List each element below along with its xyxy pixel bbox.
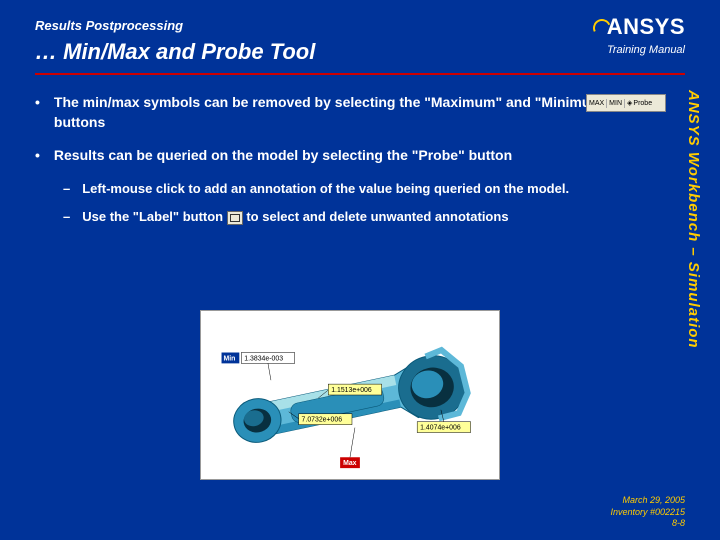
min-button[interactable]: MIN [607,99,625,108]
max-tag: Max [343,460,357,467]
sub-bullet-1: Left-mouse click to add an annotation of… [82,180,569,198]
min-tag: Min [224,355,236,362]
toolbar-image: MAX MIN ◈Probe [586,94,666,112]
logo-text: ANSYS [593,14,685,40]
footer-inventory: Inventory #002215 [610,507,685,519]
bullet-mark: • [35,146,40,166]
min-value: 1.3834e-003 [244,355,283,362]
sidebar-text: ANSYS Workbench – Simulation [685,90,702,460]
bullet-1: The min/max symbols can be removed by se… [54,93,660,132]
annot-4: 1.4074e+006 [420,425,461,432]
logo-subtitle: Training Manual [593,44,685,56]
sub-bullet-mark: – [63,208,70,226]
label-icon [227,211,243,225]
probe-button[interactable]: ◈Probe [625,98,654,108]
model-figure: Min 1.3834e-003 1.1513e+006 7.0732e+006 … [200,310,500,480]
footer: March 29, 2005 Inventory #002215 8-8 [610,495,685,530]
logo-block: ANSYS Training Manual [593,14,685,56]
bullet-2: Results can be queried on the model by s… [54,146,660,166]
page-title: … Min/Max and Probe Tool [35,39,685,65]
bullet-mark: • [35,93,40,132]
footer-page: 8-8 [610,518,685,530]
sub-bullet-mark: – [63,180,70,198]
section-label: Results Postprocessing [35,18,685,33]
max-button[interactable]: MAX [587,99,607,108]
annot-3: 7.0732e+006 [302,417,343,424]
footer-date: March 29, 2005 [610,495,685,507]
model-svg: Min 1.3834e-003 1.1513e+006 7.0732e+006 … [201,311,499,479]
sub-bullet-2: Use the "Label" button to select and del… [82,208,508,226]
annot-2: 1.1513e+006 [331,387,372,394]
